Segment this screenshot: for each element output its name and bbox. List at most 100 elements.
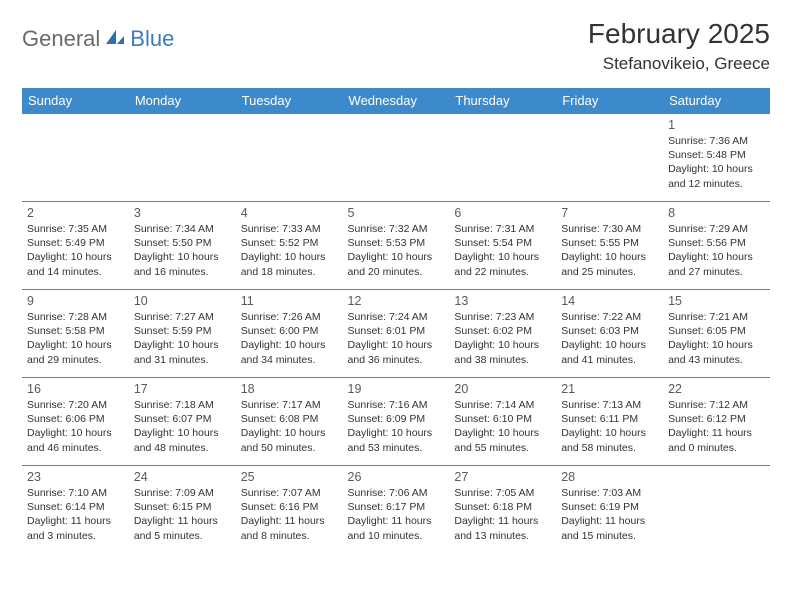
daylight-line: and 55 minutes. bbox=[454, 441, 551, 455]
calendar-cell: 5Sunrise: 7:32 AMSunset: 5:53 PMDaylight… bbox=[343, 202, 450, 290]
daylight-line: Daylight: 10 hours bbox=[454, 250, 551, 264]
calendar-cell: 17Sunrise: 7:18 AMSunset: 6:07 PMDayligh… bbox=[129, 378, 236, 466]
daylight-line: Daylight: 11 hours bbox=[241, 514, 338, 528]
daylight-line: Daylight: 10 hours bbox=[561, 250, 658, 264]
daylight-line: and 13 minutes. bbox=[454, 529, 551, 543]
calendar-cell: 2Sunrise: 7:35 AMSunset: 5:49 PMDaylight… bbox=[22, 202, 129, 290]
daylight-line: and 20 minutes. bbox=[348, 265, 445, 279]
day-number: 1 bbox=[668, 118, 765, 132]
sunrise-line: Sunrise: 7:22 AM bbox=[561, 310, 658, 324]
daylight-line: Daylight: 10 hours bbox=[454, 426, 551, 440]
sunset-line: Sunset: 6:07 PM bbox=[134, 412, 231, 426]
day-number: 27 bbox=[454, 470, 551, 484]
header: General Blue February 2025 Stefanovikeio… bbox=[22, 18, 770, 74]
sunrise-line: Sunrise: 7:27 AM bbox=[134, 310, 231, 324]
calendar-week: 2Sunrise: 7:35 AMSunset: 5:49 PMDaylight… bbox=[22, 202, 770, 290]
daylight-line: Daylight: 11 hours bbox=[561, 514, 658, 528]
calendar-cell: 23Sunrise: 7:10 AMSunset: 6:14 PMDayligh… bbox=[22, 466, 129, 554]
calendar-cell: 1Sunrise: 7:36 AMSunset: 5:48 PMDaylight… bbox=[663, 114, 770, 202]
sunset-line: Sunset: 6:15 PM bbox=[134, 500, 231, 514]
sunset-line: Sunset: 6:16 PM bbox=[241, 500, 338, 514]
sunset-line: Sunset: 6:06 PM bbox=[27, 412, 124, 426]
calendar-body: 1 Sunrise: 7:36 AMSunset: 5:48 PM Daylight… bbox=[22, 114, 770, 554]
daylight-line: Daylight: 10 hours bbox=[348, 338, 445, 352]
sunset-line: Sunset: 5:49 PM bbox=[27, 236, 124, 250]
daylight-line: Daylight: 10 hours bbox=[134, 338, 231, 352]
day-number: 13 bbox=[454, 294, 551, 308]
weekday-header: Sunday bbox=[22, 88, 129, 114]
sunrise-line: Sunrise: 7:31 AM bbox=[454, 222, 551, 236]
daylight-line: Daylight: 10 hours bbox=[561, 338, 658, 352]
calendar-cell bbox=[22, 114, 129, 202]
sunrise-line: Sunrise: 7:24 AM bbox=[348, 310, 445, 324]
sunset-line: Sunset: 6:18 PM bbox=[454, 500, 551, 514]
calendar-cell: 15Sunrise: 7:21 AMSunset: 6:05 PMDayligh… bbox=[663, 290, 770, 378]
daylight-line: and 12 minutes. bbox=[668, 177, 765, 191]
sunrise-line: Sunrise: 7:12 AM bbox=[668, 398, 765, 412]
daylight-line: Daylight: 10 hours bbox=[241, 426, 338, 440]
daylight-line: and 48 minutes. bbox=[134, 441, 231, 455]
daylight-line: Daylight: 11 hours bbox=[348, 514, 445, 528]
daylight-line: Daylight: 10 hours bbox=[668, 338, 765, 352]
daylight-line: Daylight: 11 hours bbox=[134, 514, 231, 528]
daylight-line: and 46 minutes. bbox=[27, 441, 124, 455]
calendar-page: General Blue February 2025 Stefanovikeio… bbox=[0, 0, 792, 564]
calendar-cell: 11Sunrise: 7:26 AMSunset: 6:00 PMDayligh… bbox=[236, 290, 343, 378]
day-number: 21 bbox=[561, 382, 658, 396]
logo: General Blue bbox=[22, 18, 174, 52]
sunset-line: Sunset: 5:56 PM bbox=[668, 236, 765, 250]
sunset-line: Sunset: 6:08 PM bbox=[241, 412, 338, 426]
sunset-line: Sunset: 5:58 PM bbox=[27, 324, 124, 338]
sunrise-line: Sunrise: 7:17 AM bbox=[241, 398, 338, 412]
daylight-line: and 8 minutes. bbox=[241, 529, 338, 543]
calendar-cell: 12Sunrise: 7:24 AMSunset: 6:01 PMDayligh… bbox=[343, 290, 450, 378]
weekday-header: Wednesday bbox=[343, 88, 450, 114]
calendar-cell: 25Sunrise: 7:07 AMSunset: 6:16 PMDayligh… bbox=[236, 466, 343, 554]
sunrise-line: Sunrise: 7:32 AM bbox=[348, 222, 445, 236]
day-number: 28 bbox=[561, 470, 658, 484]
calendar-cell bbox=[663, 466, 770, 554]
sunrise-line: Sunrise: 7:26 AM bbox=[241, 310, 338, 324]
daylight-line: and 38 minutes. bbox=[454, 353, 551, 367]
sunrise-line: Sunrise: 7:03 AM bbox=[561, 486, 658, 500]
daylight-line: Daylight: 10 hours bbox=[241, 338, 338, 352]
day-number: 14 bbox=[561, 294, 658, 308]
sunset-line: Sunset: 6:19 PM bbox=[561, 500, 658, 514]
daylight-line: and 58 minutes. bbox=[561, 441, 658, 455]
day-number: 23 bbox=[27, 470, 124, 484]
sunset-line: Sunset: 5:48 PM bbox=[668, 148, 765, 162]
weekday-header: Thursday bbox=[449, 88, 556, 114]
daylight-line: and 3 minutes. bbox=[27, 529, 124, 543]
daylight-line: Daylight: 10 hours bbox=[27, 250, 124, 264]
calendar-cell: 3Sunrise: 7:34 AMSunset: 5:50 PMDaylight… bbox=[129, 202, 236, 290]
daylight-line: and 15 minutes. bbox=[561, 529, 658, 543]
day-number: 6 bbox=[454, 206, 551, 220]
daylight-line: Daylight: 10 hours bbox=[348, 426, 445, 440]
sunrise-line: Sunrise: 7:23 AM bbox=[454, 310, 551, 324]
sunrise-line: Sunrise: 7:10 AM bbox=[27, 486, 124, 500]
sunrise-line: Sunrise: 7:20 AM bbox=[27, 398, 124, 412]
daylight-line: and 5 minutes. bbox=[134, 529, 231, 543]
sunset-line: Sunset: 6:03 PM bbox=[561, 324, 658, 338]
calendar-cell: 7Sunrise: 7:30 AMSunset: 5:55 PMDaylight… bbox=[556, 202, 663, 290]
calendar-cell: 18Sunrise: 7:17 AMSunset: 6:08 PMDayligh… bbox=[236, 378, 343, 466]
day-number: 7 bbox=[561, 206, 658, 220]
sunrise-line: Sunrise: 7:36 AM bbox=[668, 134, 765, 148]
day-number: 9 bbox=[27, 294, 124, 308]
day-number: 16 bbox=[27, 382, 124, 396]
daylight-line: and 18 minutes. bbox=[241, 265, 338, 279]
sunrise-line: Sunrise: 7:21 AM bbox=[668, 310, 765, 324]
sunrise-line: Sunrise: 7:13 AM bbox=[561, 398, 658, 412]
day-number: 12 bbox=[348, 294, 445, 308]
calendar-cell bbox=[343, 114, 450, 202]
daylight-line: and 53 minutes. bbox=[348, 441, 445, 455]
calendar-cell bbox=[556, 114, 663, 202]
weekday-header: Friday bbox=[556, 88, 663, 114]
sunrise-line: Sunrise: 7:34 AM bbox=[134, 222, 231, 236]
day-number: 20 bbox=[454, 382, 551, 396]
calendar-week: 1Sunrise: 7:36 AMSunset: 5:48 PMDaylight… bbox=[22, 114, 770, 202]
day-number: 5 bbox=[348, 206, 445, 220]
daylight-line: Daylight: 10 hours bbox=[454, 338, 551, 352]
calendar-cell: 21Sunrise: 7:13 AMSunset: 6:11 PMDayligh… bbox=[556, 378, 663, 466]
calendar-cell: 9Sunrise: 7:28 AMSunset: 5:58 PMDaylight… bbox=[22, 290, 129, 378]
